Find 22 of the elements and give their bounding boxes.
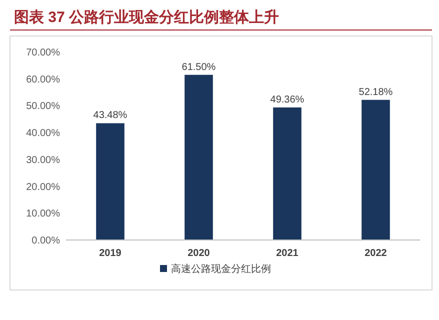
bar <box>184 74 213 240</box>
y-tick-label: 50.00% <box>26 101 60 112</box>
x-tick-label: 2020 <box>188 248 210 259</box>
y-tick-label: 40.00% <box>26 128 60 140</box>
x-tick-label: 2021 <box>276 248 299 259</box>
x-tick-label: 2019 <box>99 248 122 259</box>
data-label: 61.50% <box>182 62 216 73</box>
data-label: 43.48% <box>93 110 128 122</box>
data-label: 52.18% <box>358 86 393 98</box>
bar <box>96 123 124 240</box>
data-label: 49.36% <box>270 94 304 106</box>
y-tick-label: 0.00% <box>32 236 60 246</box>
y-tick-label: 20.00% <box>26 182 60 193</box>
bar <box>273 107 302 240</box>
x-tick-label: 2022 <box>364 248 388 259</box>
bar <box>362 100 390 240</box>
y-tick-label: 60.00% <box>26 74 60 86</box>
y-tick-label: 10.00% <box>26 208 60 220</box>
y-tick-label: 70.00% <box>26 48 60 58</box>
y-tick-label: 30.00% <box>26 154 60 166</box>
legend-label: 高速公路现金分红比例 <box>171 263 271 275</box>
chart-title: 图表 37 公路行业现金分红比例整体上升 <box>14 9 280 26</box>
